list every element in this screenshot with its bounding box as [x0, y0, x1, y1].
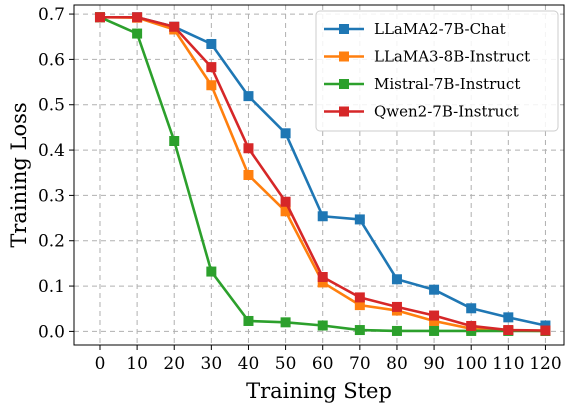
y-tick-label: 0.4 — [38, 141, 65, 161]
legend: LLaMA2-7B-Chat LLaMA3-8B-Instruct Mistral-… — [315, 10, 559, 132]
data-point — [169, 21, 180, 32]
data-point — [280, 128, 291, 139]
data-point — [317, 211, 328, 222]
data-point — [354, 300, 365, 311]
legend-label: LLaMA3-8B-Instruct — [374, 48, 530, 66]
data-point — [354, 292, 365, 303]
data-point — [94, 12, 105, 23]
series-layer — [94, 12, 551, 336]
y-tick-label: 0.1 — [38, 277, 65, 297]
x-axis-label: Training Step — [246, 379, 392, 403]
data-point — [243, 315, 254, 326]
y-tick-label: 0.3 — [38, 186, 65, 206]
data-point — [206, 266, 217, 277]
y-axis-label: Training Loss — [7, 102, 31, 247]
data-point — [391, 274, 402, 285]
legend-marker — [339, 106, 349, 117]
x-tick-label: 30 — [201, 354, 223, 374]
data-point — [354, 325, 365, 336]
x-tick-label: 50 — [275, 354, 297, 374]
x-tick-label: 100 — [455, 354, 487, 374]
data-point — [503, 312, 514, 323]
legend-label: Mistral-7B-Instruct — [374, 75, 520, 93]
data-point — [206, 38, 217, 49]
data-point — [132, 28, 143, 39]
data-point — [243, 143, 254, 154]
data-point — [317, 277, 328, 288]
legend-label: LLaMA2-7B-Chat — [374, 20, 506, 38]
legend-marker — [339, 24, 349, 34]
x-tick-label: 20 — [163, 354, 185, 374]
y-tick-label: 0.0 — [38, 322, 65, 342]
data-point — [317, 320, 328, 331]
data-point — [466, 303, 477, 314]
y-tick-label: 0.5 — [38, 96, 65, 116]
legend-item: Qwen2-7B-Instruct — [324, 103, 519, 121]
legend-label: Qwen2-7B-Instruct — [374, 103, 519, 121]
y-tick-label: 0.6 — [38, 50, 65, 70]
y-tick-label: 0.7 — [38, 5, 65, 25]
series-qwen2-7b-instruct — [94, 12, 551, 336]
legend-item: Mistral-7B-Instruct — [324, 75, 520, 93]
tick-labels: 0 10 20 30 40 50 60 70 80 90 100 110 120 0.0 0.1 0.2 0.3… — [38, 5, 562, 374]
data-point — [243, 170, 254, 180]
x-tick-label: 90 — [423, 354, 445, 374]
x-tick-label: 40 — [238, 354, 260, 374]
ticks — [69, 13, 546, 350]
legend-marker — [339, 79, 349, 89]
data-point — [429, 310, 440, 321]
data-point — [206, 62, 217, 73]
legend-item: LLaMA2-7B-Chat — [324, 20, 506, 38]
data-point — [429, 315, 440, 326]
y-tick-label: 0.2 — [38, 232, 65, 252]
data-point — [280, 206, 291, 217]
data-point — [391, 325, 402, 336]
data-point — [132, 12, 143, 23]
data-point — [354, 214, 365, 225]
data-point — [429, 325, 440, 336]
x-tick-label: 0 — [95, 354, 106, 374]
data-point — [391, 301, 402, 312]
x-tick-label: 110 — [492, 354, 524, 374]
data-point — [169, 136, 180, 146]
x-tick-label: 80 — [386, 354, 408, 374]
data-point — [429, 284, 440, 295]
data-point — [466, 320, 477, 331]
data-point — [280, 317, 291, 328]
data-point — [317, 272, 328, 282]
data-point — [540, 325, 551, 336]
data-point — [280, 196, 291, 207]
x-tick-label: 60 — [312, 354, 334, 374]
data-point — [503, 325, 514, 336]
plot-frame — [73, 4, 565, 346]
x-tick-label: 10 — [126, 354, 148, 374]
data-point — [206, 80, 217, 91]
x-tick-label: 120 — [529, 354, 561, 374]
legend-marker — [339, 51, 349, 62]
data-point — [243, 91, 254, 102]
legend-item: LLaMA3-8B-Instruct — [324, 48, 530, 66]
legend-box — [315, 10, 559, 132]
x-tick-label: 70 — [349, 354, 371, 374]
